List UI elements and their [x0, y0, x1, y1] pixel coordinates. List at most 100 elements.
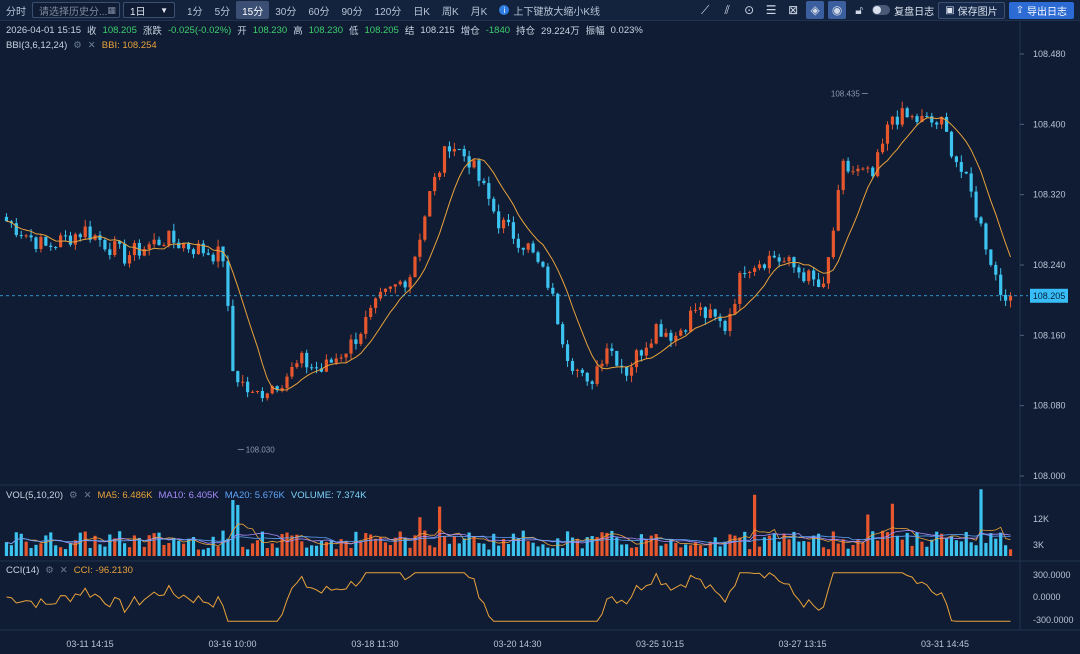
candle-body: [280, 388, 284, 391]
history-date-picker[interactable]: 请选择历史分... ▦: [32, 2, 120, 18]
candle-body: [472, 160, 476, 168]
candle-body: [974, 191, 978, 218]
volume-bar: [359, 542, 363, 556]
magnet-icon[interactable]: ◈: [806, 1, 825, 19]
period-tab-15m[interactable]: 15分: [236, 1, 270, 19]
gear-icon[interactable]: ⚙: [73, 40, 82, 51]
volume-bar: [585, 537, 589, 556]
period-tab-1m[interactable]: 1分: [187, 6, 203, 18]
candle-body: [482, 180, 486, 184]
volume-bar: [260, 531, 265, 556]
volume-bar: [506, 543, 511, 556]
period-select[interactable]: 1日 ▼: [123, 2, 175, 18]
candle-body: [949, 131, 954, 157]
volume-bar: [723, 541, 727, 556]
period-tab-month[interactable]: 月K: [470, 6, 488, 18]
candle-body: [270, 386, 274, 394]
volume-bar: [772, 533, 776, 556]
oi-change-value: -1840: [485, 24, 511, 36]
gear-icon[interactable]: ⚙: [69, 490, 78, 501]
volume-bar: [191, 536, 196, 556]
lock-icon[interactable]: 🔓︎: [855, 2, 864, 17]
close-icon[interactable]: ✕: [59, 565, 68, 576]
high-label: 高: [293, 26, 303, 37]
candle-body: [314, 367, 319, 369]
vol-ma5: MA5: 6.486K: [97, 490, 153, 501]
candle-body: [644, 347, 648, 356]
period-tab-90m[interactable]: 90分: [341, 6, 363, 18]
close-icon[interactable]: ✕: [83, 490, 92, 501]
period-tab-5m[interactable]: 5分: [214, 6, 231, 18]
candle-body: [487, 183, 491, 199]
volume-bar: [802, 541, 806, 556]
volume-bar: [226, 538, 230, 556]
volume-bar: [467, 532, 471, 556]
candle-body: [452, 149, 456, 152]
review-log-toggle[interactable]: 复盘日志: [872, 3, 934, 18]
candle-body: [418, 239, 422, 257]
volume-bar: [738, 537, 742, 556]
volume-bar: [984, 542, 988, 556]
candle-body: [821, 283, 826, 288]
volume-bar: [413, 535, 417, 556]
candle-body: [836, 190, 840, 231]
volume-bar: [871, 531, 875, 556]
eye-icon[interactable]: ◉: [828, 1, 847, 19]
candle-body: [698, 307, 703, 310]
volume-bar: [196, 549, 201, 556]
volume-bar: [24, 541, 28, 556]
period-tab-60m[interactable]: 60分: [308, 6, 330, 18]
candle-body: [206, 253, 210, 255]
volume-bar: [83, 531, 87, 556]
candle-body: [615, 350, 619, 366]
volume-bar: [629, 547, 634, 556]
candle-body: [561, 324, 565, 345]
gear-icon[interactable]: ⚙: [45, 565, 54, 576]
period-tab-30m[interactable]: 30分: [275, 6, 297, 18]
candle-body: [497, 211, 501, 229]
period-tab-day[interactable]: 日K: [413, 6, 430, 18]
volume-bar: [172, 537, 176, 556]
fibonacci-icon[interactable]: ☰: [765, 3, 777, 17]
volume-bar: [816, 533, 821, 556]
line-tool-icon[interactable]: ⟋: [700, 2, 710, 17]
volume-bar: [890, 503, 895, 556]
volume-bar: [925, 546, 929, 556]
vol-name: VOL(5,10,20): [6, 490, 64, 501]
circle-target-icon[interactable]: ⊙: [744, 3, 755, 17]
candle-body: [191, 249, 196, 255]
candle-body: [546, 266, 550, 288]
volume-bar: [285, 532, 289, 556]
candle-body: [895, 116, 899, 125]
volume-bar: [664, 543, 668, 556]
candle-body: [457, 149, 461, 151]
calendar-icon: ▦: [107, 4, 116, 15]
candle-body: [44, 236, 48, 246]
period-tab-week[interactable]: 周K: [441, 6, 459, 18]
volume-bar: [556, 538, 560, 556]
export-log-button[interactable]: ⇪ 导出日志: [1008, 1, 1074, 19]
candle-body: [54, 246, 58, 248]
candle-body: [428, 191, 432, 217]
timeshare-tab[interactable]: 分时: [6, 6, 26, 18]
save-image-button[interactable]: ▣ 保存图片: [938, 1, 1005, 19]
candle-body: [954, 156, 958, 163]
candle-body: [433, 176, 437, 192]
candle-body: [659, 324, 663, 337]
volume-bar: [142, 546, 146, 556]
volume-bar: [157, 532, 161, 556]
candle-body: [925, 115, 929, 117]
volume-bar: [246, 549, 250, 556]
volume-bar: [644, 539, 648, 556]
period-tab-120m[interactable]: 120分: [374, 6, 402, 18]
candle-body: [634, 350, 639, 368]
volume-bar: [964, 532, 968, 556]
candle-body: [964, 171, 968, 174]
review-log-label: 复盘日志: [894, 6, 935, 18]
volume-bar: [900, 539, 904, 556]
close-icon[interactable]: ✕: [87, 40, 96, 51]
cross-box-icon[interactable]: ⊠: [788, 3, 799, 17]
volume-bar: [339, 539, 343, 556]
candle-body: [905, 108, 909, 118]
parallel-lines-icon[interactable]: ⫽: [724, 2, 730, 17]
